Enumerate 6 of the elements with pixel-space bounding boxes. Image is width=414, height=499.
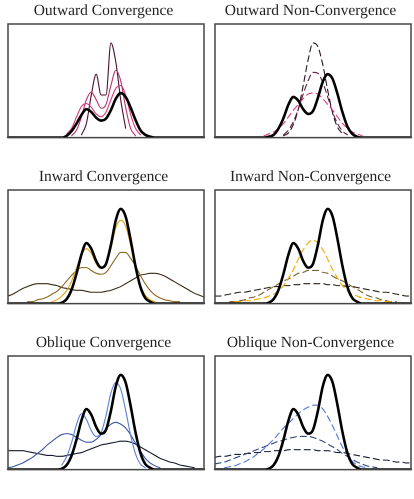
chart-title: Inward Non-Convergence bbox=[228, 167, 392, 187]
chart-title: Oblique Non-Convergence bbox=[226, 333, 396, 353]
chart-title: Inward Convergence bbox=[38, 167, 170, 187]
chart-title: Outward Non-Convergence bbox=[224, 1, 398, 21]
chart-title: Outward Convergence bbox=[32, 1, 174, 21]
chart-title: Oblique Convergence bbox=[34, 333, 172, 353]
